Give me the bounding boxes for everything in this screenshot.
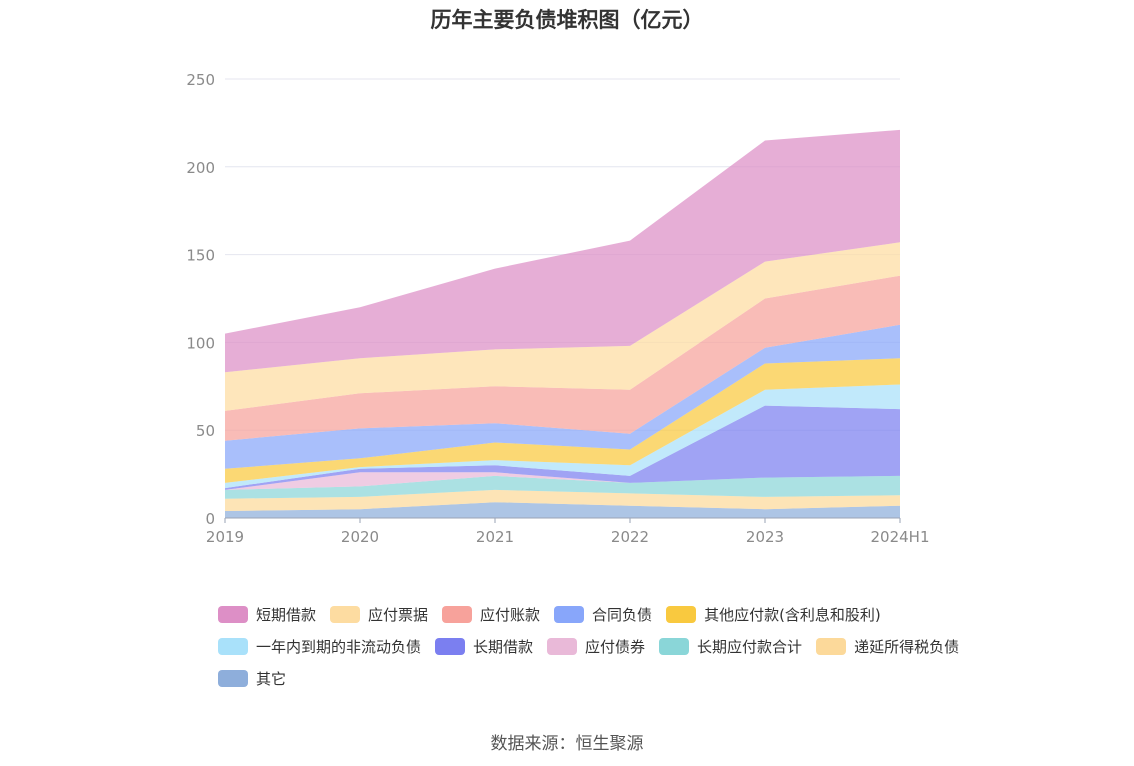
y-tick-label: 250 <box>186 71 215 89</box>
legend-label: 长期借款 <box>473 637 534 656</box>
x-tick-label: 2019 <box>206 528 244 546</box>
legend-item[interactable]: 长期应付款合计 <box>659 630 802 662</box>
legend-label: 应付票据 <box>368 605 429 624</box>
legend-item[interactable]: 应付债券 <box>547 630 645 662</box>
y-tick-label: 50 <box>196 422 215 440</box>
chart-title: 历年主要负债堆积图（亿元） <box>430 8 704 32</box>
axis-layer: 0 50 100 150 200 250 2019 2020 2021 2022 2023 2024H… <box>186 71 929 546</box>
stacked-area-chart: 0 50 100 150 200 250 2019 2020 2021 2022 2023 2024H… <box>186 71 929 546</box>
legend-label: 合同负债 <box>592 605 653 624</box>
area-series <box>225 489 900 511</box>
legend-item[interactable]: 递延所得税负债 <box>816 630 959 662</box>
legend-swatch <box>659 637 690 655</box>
legend-swatch <box>547 637 578 655</box>
area-series <box>225 502 900 518</box>
legend-swatch <box>218 605 248 623</box>
area-series <box>225 405 900 490</box>
legend-swatch <box>218 637 248 655</box>
legend-label: 长期应付款合计 <box>697 637 803 656</box>
x-tick-label: 2021 <box>476 528 514 546</box>
area-series <box>225 324 900 469</box>
legend-swatch <box>554 605 585 623</box>
data-source: 数据来源：恒生聚源 <box>490 734 644 754</box>
x-tick-label: 2022 <box>611 528 649 546</box>
legend: 短期借款 应付票据 应付账款 合同负债 其他应付款(含利息和股利) 一年内到期的非流动负债… <box>218 598 978 694</box>
area-series-layer <box>225 129 900 518</box>
legend-swatch <box>330 605 361 623</box>
legend-item[interactable]: 其它 <box>218 662 286 694</box>
legend-item[interactable]: 长期借款 <box>435 630 533 662</box>
legend-label: 应付账款 <box>480 605 541 624</box>
x-tick-label: 2024H1 <box>871 528 930 546</box>
area-series <box>225 384 900 489</box>
legend-label: 一年内到期的非流动负债 <box>256 637 422 656</box>
legend-item[interactable]: 应付账款 <box>442 598 540 630</box>
legend-item[interactable]: 一年内到期的非流动负债 <box>218 630 421 662</box>
legend-item[interactable]: 应付票据 <box>330 598 428 630</box>
area-series <box>225 129 900 373</box>
legend-label: 短期借款 <box>256 605 317 624</box>
legend-label: 其他应付款(含利息和股利) <box>704 605 881 624</box>
legend-swatch <box>442 605 473 623</box>
x-tick-label: 2023 <box>746 528 784 546</box>
y-tick-label: 0 <box>205 510 215 528</box>
x-tick-label: 2020 <box>341 528 379 546</box>
y-tick-label: 200 <box>186 159 215 177</box>
area-series <box>225 242 900 411</box>
area-series <box>225 472 900 490</box>
legend-swatch <box>218 669 248 687</box>
legend-item[interactable]: 其他应付款(含利息和股利) <box>666 598 881 630</box>
legend-swatch <box>435 637 466 655</box>
area-series <box>225 358 900 483</box>
y-tick-label: 100 <box>186 334 215 352</box>
legend-item[interactable]: 合同负债 <box>554 598 652 630</box>
area-series <box>225 475 900 499</box>
legend-swatch <box>666 605 697 623</box>
legend-item[interactable]: 短期借款 <box>218 598 316 630</box>
legend-swatch <box>816 637 847 655</box>
area-series <box>225 275 900 441</box>
legend-label: 递延所得税负债 <box>854 637 960 656</box>
legend-label: 应付债券 <box>585 637 646 656</box>
legend-label: 其它 <box>256 669 287 688</box>
y-tick-label: 150 <box>186 247 215 265</box>
